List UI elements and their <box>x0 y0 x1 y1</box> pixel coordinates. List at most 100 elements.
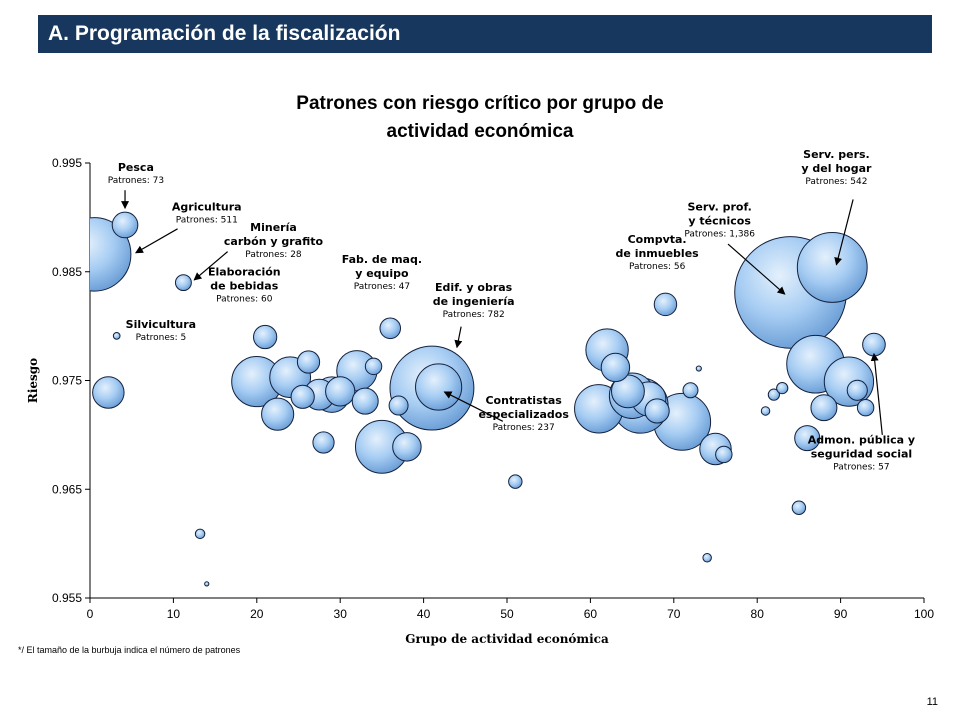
annotation-label-agricultura: Agricultura <box>172 200 242 213</box>
x-tick-label: 30 <box>334 607 348 621</box>
bubble <box>290 384 315 409</box>
x-tick-label: 60 <box>584 607 598 621</box>
bubble <box>296 350 321 374</box>
x-tick-label: 20 <box>250 607 264 621</box>
bubble <box>767 388 780 401</box>
annotation-label-mineria: carbón y grafito <box>224 235 324 248</box>
annotation-patrones-agricultura: Patrones: 511 <box>176 215 238 225</box>
bubble <box>702 553 712 563</box>
annotation-label-fabmaq: y equipo <box>355 267 409 280</box>
bubble <box>204 581 210 587</box>
bubble <box>111 211 139 239</box>
annotation-label-silvicultura: Silvicultura <box>126 318 196 331</box>
y-axis-label: Riesgo <box>26 358 40 403</box>
annotation-label-elaboracion: de bebidas <box>210 280 278 293</box>
bubble-layer <box>90 211 886 587</box>
annotation-patrones-edifobras: Patrones: 782 <box>443 310 505 320</box>
annotation-label-mineria: Minería <box>250 221 297 234</box>
bubble <box>325 376 356 407</box>
annotation-arrow-admon <box>870 352 883 435</box>
annotation-arrow-edifobras <box>454 326 463 349</box>
annotation-label-pesca: Pesca <box>118 161 154 174</box>
annotation-label-servprof: Serv. prof. <box>688 200 752 213</box>
x-axis-label: Grupo de actividad económica <box>405 632 609 646</box>
bubble <box>261 397 295 431</box>
y-tick-label: 0.975 <box>52 374 82 388</box>
bubble <box>388 395 409 416</box>
annotation-patrones-servpers: Patrones: 542 <box>805 177 867 187</box>
x-tick-label: 0 <box>87 607 94 621</box>
header-title: A. Programación de la fiscalización <box>48 22 401 45</box>
bubble <box>796 231 868 303</box>
annotation-patrones-servprof: Patrones: 1,386 <box>684 229 755 239</box>
annotation-label-servpers: y del hogar <box>801 162 872 175</box>
annotation-patrones-admon: Patrones: 57 <box>833 463 889 473</box>
bubble <box>174 274 192 292</box>
annotation-patrones-silvicultura: Patrones: 5 <box>136 333 187 343</box>
bubble <box>508 474 523 489</box>
bubble <box>715 445 733 464</box>
annotation-label-servpers: Serv. pers. <box>803 148 870 161</box>
bubble <box>392 432 422 462</box>
bubble <box>379 317 402 340</box>
bubble <box>653 292 678 317</box>
annotation-label-elaboracion: Elaboración <box>208 266 281 279</box>
chart-title-line-1: Patrones con riesgo crítico por grupo de <box>296 93 664 114</box>
bubble <box>351 387 379 415</box>
bubble <box>312 431 335 454</box>
chart-title: Patrones con riesgo crítico por grupo de… <box>190 90 770 146</box>
bubble <box>415 363 463 411</box>
bubble <box>856 398 875 417</box>
annotation-arrow-mineria <box>193 251 228 281</box>
y-tick-label: 0.965 <box>52 482 82 496</box>
annotation-label-compvta: Compvta. <box>628 233 687 246</box>
annotation-patrones-mineria: Patrones: 28 <box>245 250 302 260</box>
annotation-label-edifobras: de ingeniería <box>433 295 515 308</box>
bubble <box>760 406 771 416</box>
annotation-patrones-contratistas: Patrones: 237 <box>493 423 555 433</box>
y-tick-label: 0.955 <box>52 591 82 605</box>
bubble <box>862 332 886 357</box>
annotation-patrones-fabmaq: Patrones: 47 <box>354 282 410 292</box>
annotation-arrow-contratistas <box>443 391 504 422</box>
annotation-label-admon: Admon. pública y <box>808 434 915 447</box>
page-number: 11 <box>926 696 938 708</box>
x-tick-label: 10 <box>167 607 181 621</box>
annotation-label-edifobras: Edif. y obras <box>435 281 513 294</box>
annotation-label-servprof: y técnicos <box>688 214 751 227</box>
bubble <box>695 365 702 372</box>
bubble <box>794 425 821 452</box>
x-tick-label: 80 <box>751 607 765 621</box>
x-tick-label: 50 <box>500 607 514 621</box>
annotation-label-admon: seguridad social <box>811 448 913 461</box>
bubble <box>253 324 278 350</box>
annotation-label-contratistas: especializados <box>478 408 569 421</box>
x-tick-label: 90 <box>834 607 848 621</box>
x-tick-label: 70 <box>667 607 681 621</box>
bubble <box>644 398 670 424</box>
bubble <box>112 332 121 340</box>
annotation-label-compvta: de inmuebles <box>616 247 700 260</box>
bubble <box>810 394 838 422</box>
y-tick-label: 0.985 <box>52 265 82 279</box>
header-bar: A. Programación de la fiscalización <box>38 15 932 53</box>
annotation-arrow-agricultura <box>135 228 178 254</box>
bubble <box>791 500 807 515</box>
footnote: */ El tamaño de la burbuja indica el núm… <box>18 645 241 655</box>
annotation-label-contratistas: Contratistas <box>485 394 562 407</box>
annotation-patrones-elaboracion: Patrones: 60 <box>216 295 273 305</box>
bubble <box>364 357 383 376</box>
plot-area: 0 10 20 30 40 50 60 70 80 90 100 0.955 0.965 0.975 0.9… <box>26 148 934 646</box>
bubble <box>776 382 789 395</box>
y-tick-label: 0.995 <box>52 156 82 170</box>
bubble <box>194 528 206 540</box>
bubble <box>92 376 125 409</box>
bubble <box>846 379 868 401</box>
annotation-label-fabmaq: Fab. de maq. <box>342 253 422 266</box>
annotation-arrow-servpers <box>834 199 854 266</box>
x-tick-label: 40 <box>417 607 431 621</box>
chart-title-line-2: actividad económica <box>386 121 574 142</box>
annotation-patrones-compvta: Patrones: 56 <box>629 262 686 272</box>
x-tick-label: 100 <box>914 607 934 621</box>
